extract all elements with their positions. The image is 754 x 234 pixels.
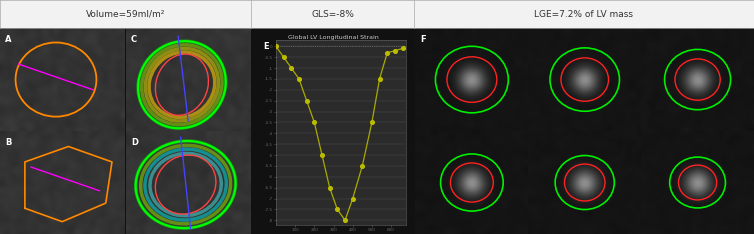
- Point: [308, 121, 320, 124]
- Point: [373, 77, 385, 81]
- Text: GLS=-8%: GLS=-8%: [311, 10, 354, 18]
- Point: [389, 49, 401, 52]
- Point: [366, 121, 378, 124]
- Text: Volume=59ml/m²: Volume=59ml/m²: [86, 10, 165, 18]
- Text: F: F: [420, 35, 425, 44]
- Point: [356, 164, 368, 168]
- Text: D: D: [131, 138, 138, 147]
- Point: [293, 77, 305, 81]
- Point: [331, 208, 343, 211]
- Point: [301, 99, 313, 102]
- Point: [397, 47, 409, 50]
- Text: A: A: [5, 35, 11, 44]
- Point: [316, 153, 328, 157]
- Point: [339, 218, 351, 222]
- Point: [382, 51, 394, 55]
- Text: C: C: [131, 35, 137, 44]
- Point: [277, 55, 290, 59]
- Text: E: E: [263, 43, 269, 51]
- Point: [323, 186, 336, 190]
- Point: [270, 44, 282, 48]
- Text: B: B: [5, 138, 11, 147]
- Text: LGE=7.2% of LV mass: LGE=7.2% of LV mass: [535, 10, 633, 18]
- Point: [347, 197, 359, 200]
- Point: [285, 66, 297, 70]
- Text: Global LV Longitudinal Strain: Global LV Longitudinal Strain: [287, 35, 379, 40]
